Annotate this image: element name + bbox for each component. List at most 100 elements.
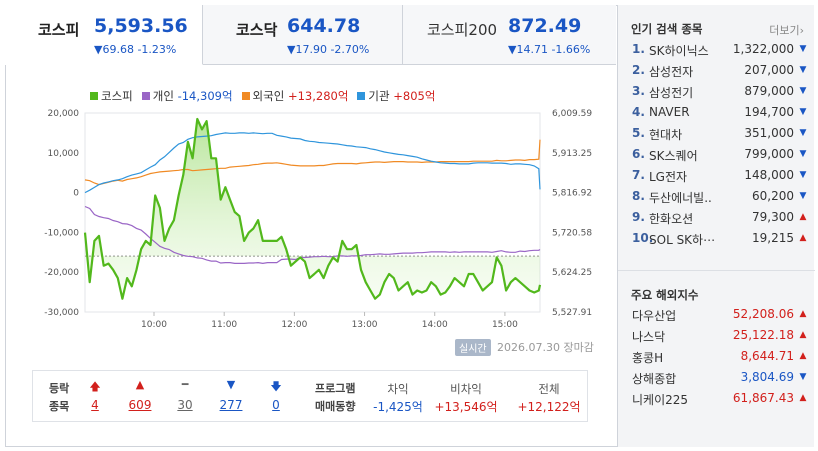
triangle-down-icon: ▼ <box>799 170 807 180</box>
more-label: 더보기 <box>769 24 800 37</box>
tab-value: 872.49 <box>508 15 582 37</box>
stock-price: 351,000 <box>744 126 794 140</box>
index-name: 다우산업 <box>632 309 677 323</box>
legend-label: 기관 <box>368 89 390 103</box>
tab-change: ▼17.90 -2.70% <box>287 43 370 56</box>
stock-price: 207,000 <box>744 63 794 77</box>
tab-kospi200[interactable]: 코스피200 872.49 ▼14.71 -1.66% <box>403 5 616 65</box>
stock-price: 194,700 <box>744 105 794 119</box>
foreign-indices-title: 주요 해외지수 <box>631 288 699 302</box>
triangle-up-icon: ▲ <box>799 351 807 361</box>
upper-limit-count[interactable]: 4 <box>91 398 99 412</box>
x-tick-label: 11:00 <box>211 320 237 330</box>
legend-label: 코스피 <box>101 89 133 103</box>
stock-price: 1,322,000 <box>732 42 794 56</box>
stock-rank: 2. <box>632 63 645 77</box>
stock-price: 879,000 <box>744 84 794 98</box>
tab-kospi[interactable]: 코스피 5,593.56 ▼69.68 -1.23% <box>5 5 203 65</box>
institution-series-line <box>84 132 541 194</box>
kospi-area <box>85 119 540 299</box>
right-tick-label: 5,720.58 <box>552 228 592 238</box>
chart-legend: 코스피 개인 -14,309억 외국인 +13,280억 기관 +805억 <box>90 88 435 104</box>
popular-stock-item[interactable]: 10. SOL SK하⋯ 19,215 ▲ <box>632 231 808 252</box>
breadth-label-rise-fall: 등락 <box>49 382 70 395</box>
triangle-down-icon: ▼ <box>799 128 807 138</box>
stock-name: LG전자 <box>649 170 688 184</box>
rise-count[interactable]: 609 <box>128 398 152 412</box>
individual-series-line <box>84 205 541 265</box>
x-tick-label: 14:00 <box>422 320 448 330</box>
institution-swatch <box>357 92 366 100</box>
triangle-up-icon: ▲ <box>799 212 807 222</box>
stock-rank: 1. <box>632 42 645 56</box>
plot-area <box>84 112 541 313</box>
right-tick-label: 5,913.25 <box>552 149 592 159</box>
left-tick-label: -20,000 <box>44 268 79 278</box>
index-name: 나스닥 <box>632 330 666 344</box>
x-tick-label: 10:00 <box>141 320 167 330</box>
popular-stock-item[interactable]: 7. LG전자 148,000 ▼ <box>632 168 808 189</box>
stock-rank: 10. <box>632 231 654 245</box>
legend-item-institution: 기관 +805억 <box>357 88 435 104</box>
index-value: 3,804.69 <box>740 370 794 384</box>
tab-kosdaq[interactable]: 코스닥 644.78 ▼17.90 -2.70% <box>203 5 403 65</box>
popular-stocks-title: 인기 검색 종목 <box>631 22 703 36</box>
unchanged-count[interactable]: 30 <box>177 398 193 412</box>
stock-name: SK스퀘어 <box>649 149 698 163</box>
foreign-index-item[interactable]: 홍콩H 8,644.71 ▲ <box>632 349 808 370</box>
legend-item-foreign: 외국인 +13,280억 <box>241 88 348 104</box>
tab-name: 코스피200 <box>427 21 498 39</box>
triangle-down-icon: ▼ <box>799 86 807 96</box>
individual-swatch <box>141 92 150 100</box>
non-arbitrage-value: +13,546억 <box>434 400 498 414</box>
foreign-index-item[interactable]: 다우산업 52,208.06 ▲ <box>632 307 808 328</box>
popular-stock-item[interactable]: 3. 삼성전기 879,000 ▼ <box>632 84 808 105</box>
foreign-index-item[interactable]: 상해종합 3,804.69 ▼ <box>632 370 808 391</box>
intraday-chart: 20,000 10,000 0 -10,000 -20,000 -30,000 6,009.… <box>44 109 592 330</box>
stock-price: 148,000 <box>744 168 794 182</box>
popular-stock-item[interactable]: 5. 현대차 351,000 ▼ <box>632 126 808 147</box>
trading-trend-label: 매매동향 <box>315 400 356 413</box>
kospi-swatch <box>90 92 98 100</box>
right-panel: 인기 검색 종목 더보기› 1. SK하이닉스 1,322,000 ▼ 2. 삼성전자 20… <box>617 5 815 447</box>
breadth-label-stocks: 종목 <box>49 400 70 413</box>
fall-icon: ▼ <box>226 378 236 391</box>
foreign-index-item[interactable]: 니케이225 61,867.43 ▲ <box>632 391 808 412</box>
more-link[interactable]: 더보기› <box>769 22 804 38</box>
popular-stock-item[interactable]: 1. SK하이닉스 1,322,000 ▼ <box>632 42 808 63</box>
index-tabs: 코스피 5,593.56 ▼69.68 -1.23% 코스닥 644.78 ▼1… <box>5 5 616 65</box>
left-tick-label: 0 <box>73 189 79 199</box>
lower-limit-count[interactable]: 0 <box>272 398 280 412</box>
right-tick-label: 5,527.91 <box>552 308 592 318</box>
popular-stock-item[interactable]: 6. SK스퀘어 799,000 ▼ <box>632 147 808 168</box>
index-value: 8,644.71 <box>740 349 794 363</box>
foreign-index-item[interactable]: 나스닥 25,122.18 ▲ <box>632 328 808 349</box>
x-tick-label: 15:00 <box>492 320 518 330</box>
stock-price: 19,215 <box>752 231 794 245</box>
index-name: 상해종합 <box>632 372 677 386</box>
stock-rank: 7. <box>632 168 645 182</box>
triangle-down-icon: ▼ <box>799 44 807 54</box>
popular-stock-item[interactable]: 2. 삼성전자 207,000 ▼ <box>632 63 808 84</box>
legend-item-kospi: 코스피 <box>90 88 133 104</box>
popular-stock-item[interactable]: 4. NAVER 194,700 ▼ <box>632 105 808 126</box>
popular-stock-item[interactable]: 8. 두산에너빌.. 60,200 ▼ <box>632 189 808 210</box>
fall-count[interactable]: 277 <box>219 398 243 412</box>
kospi-series-line <box>83 117 542 300</box>
tab-value: 644.78 <box>287 15 361 37</box>
popular-stock-item[interactable]: 9. 한화오션 79,300 ▲ <box>632 210 808 231</box>
legend-label: 외국인 <box>252 89 285 103</box>
stock-name: 한화오션 <box>649 212 694 226</box>
stock-name: 삼성전자 <box>649 65 694 79</box>
tab-change: ▼69.68 -1.23% <box>94 43 177 56</box>
stock-name: SOL SK하⋯ <box>649 233 716 247</box>
stock-rank: 9. <box>632 210 645 224</box>
stock-name: NAVER <box>649 105 690 119</box>
tab-name: 코스피 <box>38 21 80 39</box>
stock-price: 79,300 <box>752 210 794 224</box>
tab-name: 코스닥 <box>236 21 278 39</box>
stock-rank: 3. <box>632 84 645 98</box>
realtime-badge[interactable]: 실시간 <box>455 339 491 356</box>
panel-divider <box>618 270 815 271</box>
x-tick-label: 13:00 <box>352 320 378 330</box>
